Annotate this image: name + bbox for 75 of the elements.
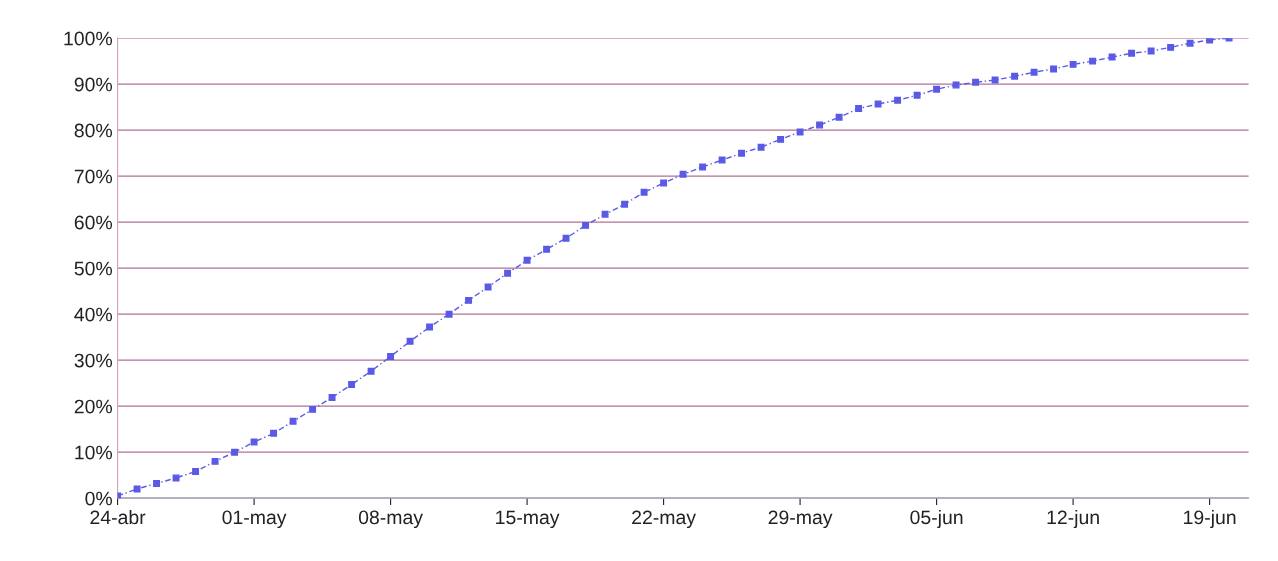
x-tick-label: 05-jun (910, 509, 963, 529)
point (679, 170, 687, 178)
point (328, 393, 336, 401)
point (1069, 60, 1077, 68)
x-tick-label: 12-jun (1047, 509, 1099, 529)
point (796, 128, 804, 136)
point (231, 448, 239, 456)
point (426, 323, 434, 331)
point (504, 269, 512, 277)
point (621, 200, 629, 208)
point (1050, 65, 1058, 73)
point (445, 310, 453, 318)
y-tick-label: 10% (75, 445, 113, 460)
point (855, 105, 863, 113)
y-tick-label: 50% (74, 261, 113, 276)
y-tick-label: 20% (74, 399, 113, 414)
point (367, 367, 375, 375)
point (718, 156, 726, 164)
point (757, 143, 765, 151)
point (582, 221, 590, 229)
point (1128, 49, 1136, 57)
point (640, 188, 648, 196)
point (309, 405, 317, 413)
point (484, 283, 492, 291)
x-tick-label: 24-abr (90, 509, 146, 525)
point (913, 91, 921, 99)
point (250, 438, 258, 446)
y-tick-label: 90% (74, 77, 113, 92)
y-tick-label: 70% (74, 169, 113, 184)
y-tick-label: 30% (74, 353, 113, 368)
point (562, 234, 570, 242)
point (406, 337, 414, 345)
x-tick-label: 19-jun (1184, 509, 1236, 529)
point (660, 179, 668, 187)
point (738, 149, 746, 157)
point (1147, 47, 1155, 55)
point (289, 417, 297, 425)
point (1030, 68, 1038, 76)
point (270, 429, 278, 437)
point (172, 474, 180, 482)
point (601, 210, 609, 218)
y-tick-label: 40% (74, 307, 113, 322)
point (777, 135, 785, 143)
point (348, 381, 356, 389)
point (387, 353, 395, 360)
point (1108, 53, 1116, 61)
point (1186, 39, 1194, 47)
point (991, 76, 999, 84)
point (699, 163, 707, 171)
point (1167, 43, 1175, 51)
point (874, 100, 882, 108)
point (1089, 57, 1097, 65)
y-tick-label: 80% (74, 123, 113, 138)
x-tick-label: 15-may (496, 510, 560, 529)
x-tick-label: 08-may (358, 510, 423, 529)
point (952, 81, 960, 89)
y-tick-label: 0% (85, 491, 113, 506)
y-tick-label: 100% (64, 31, 113, 46)
x-tick-label: 22-may (632, 510, 696, 529)
point (153, 479, 161, 487)
point (933, 85, 941, 93)
point (211, 457, 219, 465)
point (835, 113, 843, 121)
y-tick-label: 60% (74, 215, 113, 230)
point (1011, 72, 1019, 80)
point (133, 485, 141, 493)
point (816, 121, 824, 129)
point (465, 296, 473, 304)
point (192, 468, 200, 475)
point (972, 78, 980, 86)
point (523, 256, 531, 264)
point (894, 96, 902, 104)
point (543, 245, 551, 253)
x-tick-label: 01-may (222, 510, 287, 529)
x-tick-label: 29-may (768, 510, 833, 529)
